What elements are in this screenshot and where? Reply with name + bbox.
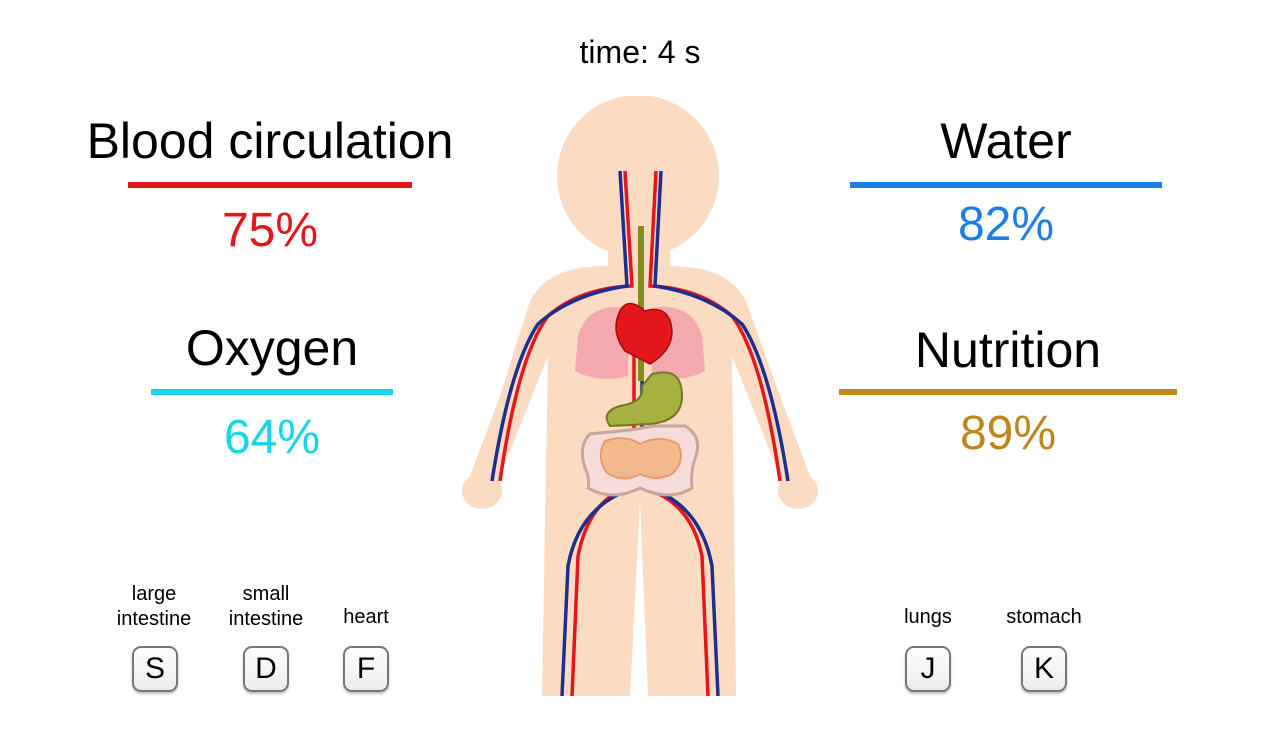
stat-title: Blood circulation [86,113,454,169]
heart [615,302,673,365]
timer: time: 4 s [579,34,701,70]
key-label-large-intestine: large intestine [116,583,192,630]
key-label-stomach: stomach [1006,606,1082,628]
stat-value: 75% [221,204,319,257]
small-intestine [599,437,682,480]
stat-value: 89% [959,407,1057,460]
key-label-lungs: lungs [904,606,952,628]
stat-title: Nutrition [914,322,1102,378]
stat-bar [850,182,1162,188]
human-body-illustration [462,96,818,697]
hands [462,473,818,509]
key-label-heart: heart [343,606,389,628]
key-button-j[interactable]: J [905,646,951,692]
stat-bar [128,182,412,188]
stat-value: 64% [223,411,321,464]
stat-value: 82% [957,198,1055,251]
key-button-f[interactable]: F [343,646,389,692]
stat-water: Water 82% [806,116,1206,249]
key-button-k[interactable]: K [1021,646,1067,692]
key-button-d[interactable]: D [243,646,289,692]
stat-title: Oxygen [185,320,359,376]
stat-bar [839,389,1177,395]
key-button-s[interactable]: S [132,646,178,692]
stat-bar [151,389,393,395]
stat-oxygen: Oxygen 64% [72,323,472,462]
stat-nutrition: Nutrition 89% [808,325,1208,458]
key-label-small-intestine: small intestine [228,583,304,630]
stat-title: Water [940,113,1072,169]
stomach [605,371,684,428]
stat-blood-circulation: Blood circulation 75% [70,116,470,255]
